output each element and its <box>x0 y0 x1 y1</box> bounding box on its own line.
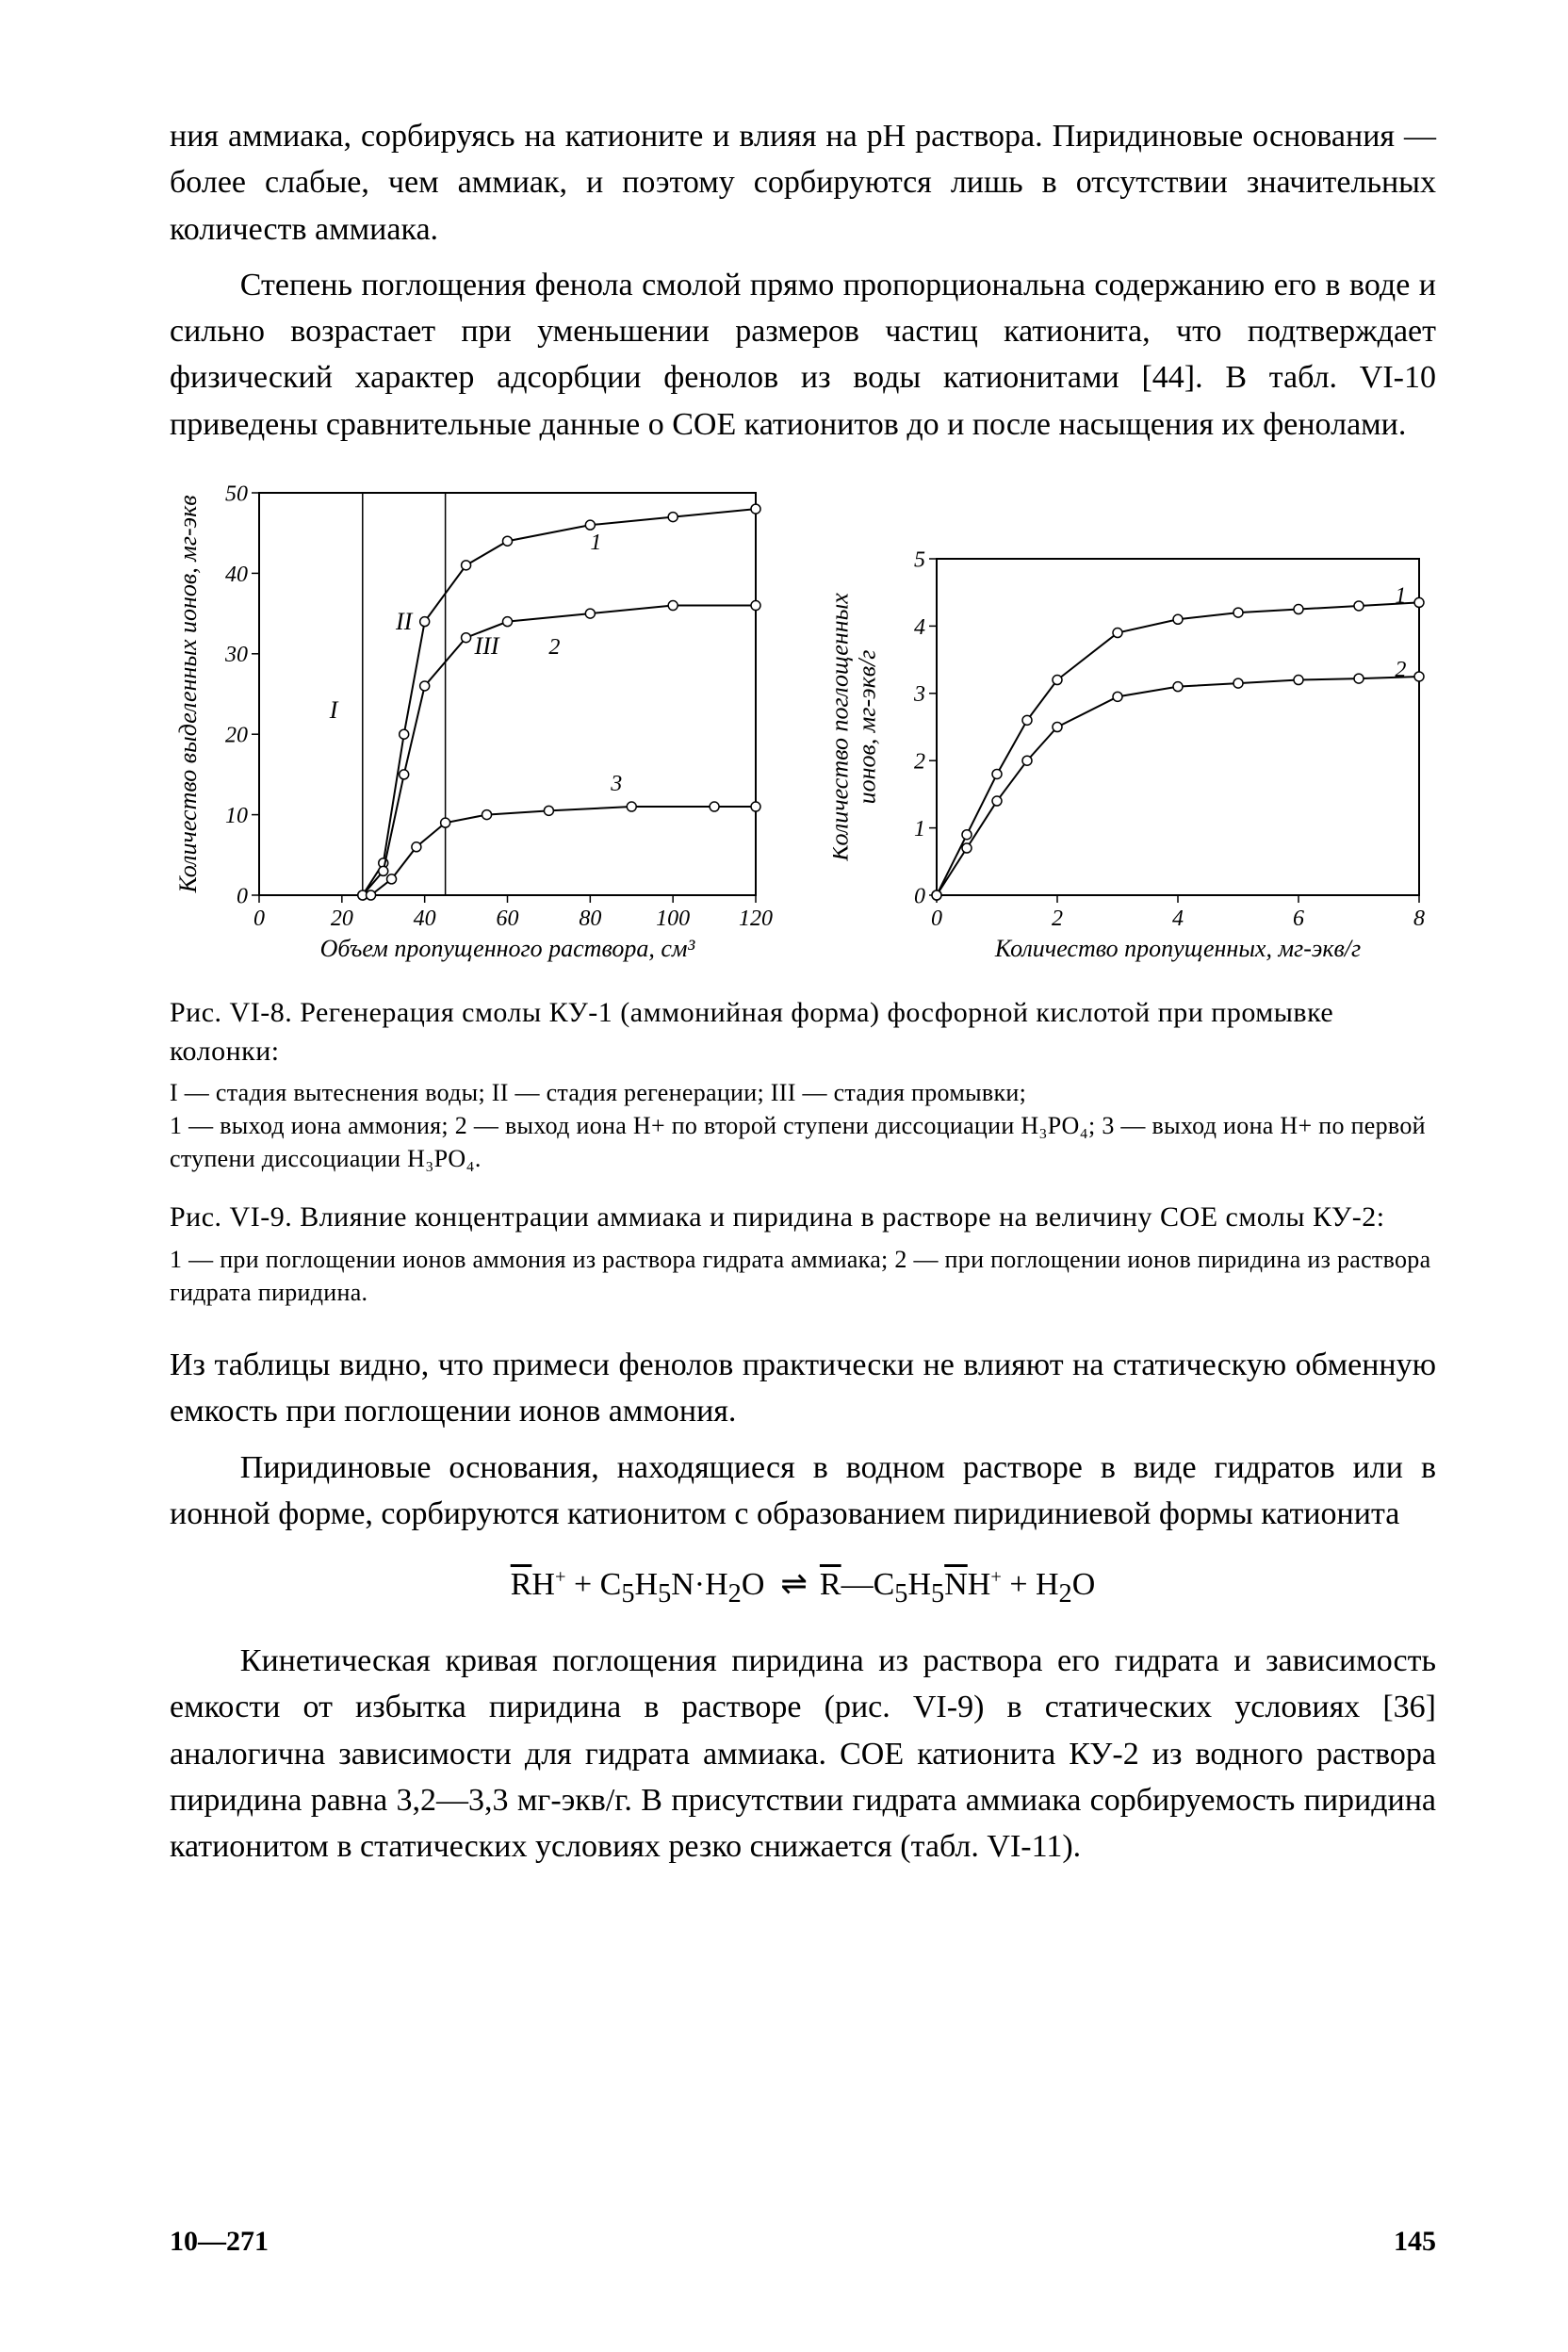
svg-text:Количество пропущенных, мг-экв: Количество пропущенных, мг-экв/г <box>994 935 1361 962</box>
paragraph-5: Кинетическая кривая поглощения пиридина … <box>170 1638 1436 1870</box>
svg-text:I: I <box>329 696 339 724</box>
svg-text:4: 4 <box>914 615 925 640</box>
svg-text:Количество выделенных ионов, м: Количество выделенных ионов, мг-экв <box>174 496 202 894</box>
equation: RH+ + C5H5N·H2O ⇌ R—C5H5NH+ + H2O <box>170 1565 1436 1609</box>
svg-text:III: III <box>474 632 500 660</box>
figure-vi-9-svg: 0 2 4 6 8 0 1 2 3 4 5 1 2 Количество пропущенных, мг-… <box>833 542 1436 966</box>
svg-text:40: 40 <box>414 906 436 931</box>
figure-vi-8: 02040608010012001020304050123IIIIIIОбъем… <box>170 476 773 971</box>
svg-text:3: 3 <box>610 772 622 796</box>
paragraph-2: Степень поглощения фенола смолой прямо п… <box>170 262 1436 448</box>
svg-text:5: 5 <box>914 547 925 572</box>
paragraph-3: Из таблицы видно, что примеси фенолов пр… <box>170 1342 1436 1435</box>
paragraph-4: Пиридиновые основания, находящиеся в вод… <box>170 1445 1436 1538</box>
svg-text:2: 2 <box>1395 658 1406 682</box>
figures-row: 02040608010012001020304050123IIIIIIОбъем… <box>170 476 1436 971</box>
svg-text:20: 20 <box>225 724 248 748</box>
svg-text:2: 2 <box>914 750 925 775</box>
svg-text:II: II <box>395 608 414 635</box>
figure-vi-8-legend: I — стадия вытеснения воды; II — стадия … <box>170 1076 1436 1175</box>
svg-text:100: 100 <box>656 906 690 931</box>
footer-left: 10—271 <box>170 2226 269 2258</box>
svg-text:120: 120 <box>739 906 773 931</box>
footer-right: 145 <box>1394 2226 1436 2258</box>
svg-text:0: 0 <box>914 884 925 908</box>
svg-text:Количество поглощенных: Количество поглощенных <box>833 593 854 862</box>
svg-text:0: 0 <box>237 884 248 908</box>
page: ния аммиака, сорбируясь на катионите и в… <box>0 0 1568 2352</box>
svg-text:4: 4 <box>1172 906 1184 931</box>
paragraph-1: ния аммиака, сорбируясь на катионите и в… <box>170 113 1436 253</box>
svg-text:50: 50 <box>225 482 248 506</box>
svg-text:2: 2 <box>548 635 560 660</box>
svg-text:30: 30 <box>224 643 248 667</box>
svg-text:60: 60 <box>497 906 519 931</box>
svg-text:1: 1 <box>1395 583 1406 608</box>
figure-vi-9-legend: 1 — при поглощении ионов аммония из раст… <box>170 1243 1436 1309</box>
svg-text:0: 0 <box>931 906 942 931</box>
svg-text:10: 10 <box>225 804 248 828</box>
svg-text:3: 3 <box>913 682 925 707</box>
svg-text:6: 6 <box>1293 906 1304 931</box>
svg-text:1: 1 <box>914 817 925 841</box>
svg-text:20: 20 <box>331 906 353 931</box>
figure-vi-8-caption: Рис. VI-8. Регенерация смолы КУ-1 (аммон… <box>170 994 1436 1070</box>
figure-vi-9: 0 2 4 6 8 0 1 2 3 4 5 1 2 Количество пропущенных, мг-… <box>833 542 1436 971</box>
svg-text:40: 40 <box>225 563 248 587</box>
svg-text:2: 2 <box>1052 906 1063 931</box>
svg-text:ионов, мг-экв/г: ионов, мг-экв/г <box>853 650 880 805</box>
svg-text:80: 80 <box>579 906 601 931</box>
svg-text:0: 0 <box>253 906 265 931</box>
figure-vi-9-caption: Рис. VI-9. Влияние концентрации аммиака … <box>170 1199 1436 1237</box>
svg-text:Объем пропущенного раствора, с: Объем пропущенного раствора, см³ <box>320 935 696 962</box>
page-footer: 10—271 145 <box>170 2226 1436 2258</box>
figure-vi-8-svg: 02040608010012001020304050123IIIIIIОбъем… <box>170 476 773 966</box>
svg-text:1: 1 <box>590 531 601 555</box>
svg-text:8: 8 <box>1413 906 1425 931</box>
